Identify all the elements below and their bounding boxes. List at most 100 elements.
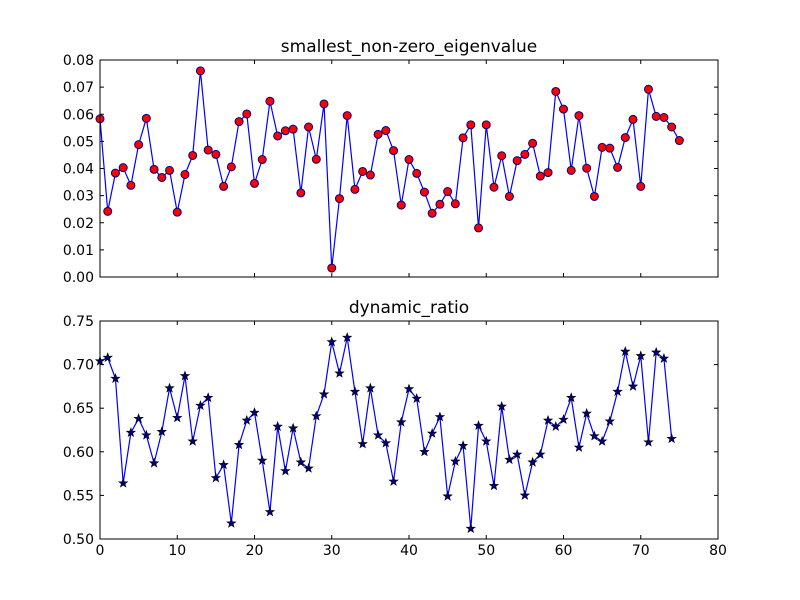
eigenvalue-y-tick-label: 0.07 [63,80,94,96]
eigenvalue-data-point [149,164,159,174]
eigenvalue-y-tick-label: 0.00 [63,270,94,286]
eigenvalue-data-point [458,133,468,143]
eigenvalue-data-point [404,155,414,165]
eigenvalue-data-point [443,187,453,197]
dynamic-ratio-x-tick-label: 80 [709,543,727,559]
eigenvalue-data-point [327,263,337,273]
dynamic-ratio-data-point [604,415,616,426]
dynamic-ratio-data-point [195,400,206,411]
dynamic-ratio-y-tick-label: 0.50 [63,532,94,548]
dynamic-ratio-data-point [179,370,191,381]
dynamic-ratio-y-tick-label: 0.65 [63,401,94,417]
dynamic-ratio-data-point [210,472,222,483]
dynamic-ratio-data-point [457,440,469,451]
eigenvalue-y-tick-label: 0.05 [63,134,94,150]
eigenvalue-data-point [110,168,120,178]
eigenvalue-data-point [450,199,460,209]
dynamic-ratio-data-point [172,412,183,423]
dynamic-ratio-data-point [496,400,507,411]
eigenvalue-data-point [304,122,314,132]
eigenvalue-data-point [427,208,437,218]
eigenvalue-series-line [99,70,680,269]
eigenvalue-data-point [582,163,592,173]
eigenvalue-data-point [165,165,175,175]
dynamic-ratio-data-point [558,414,569,424]
eigenvalue-data-point [373,129,383,139]
eigenvalue-data-point [389,146,399,156]
dynamic-ratio-data-point [481,435,492,446]
eigenvalue-data-point [481,120,491,130]
dynamic-ratio-data-point [566,392,577,403]
eigenvalue-data-point [559,104,568,114]
eigenvalue-data-point [489,182,499,192]
dynamic-ratio-y-tick-label: 0.55 [63,488,94,504]
dynamic-ratio-data-point [334,367,345,378]
dynamic-ratio-data-point [241,414,252,425]
dynamic-ratio-data-point [527,456,538,467]
eigenvalue-plot-area [95,66,684,273]
dynamic-ratio-data-point [612,386,623,397]
dynamic-ratio-data-point [326,336,337,347]
dynamic-ratio-data-point [651,346,662,357]
dynamic-ratio-data-point [295,456,307,467]
eigenvalue-data-point [643,84,653,94]
eigenvalue-data-point [628,114,638,124]
dynamic-ratio-data-point [380,437,392,448]
eigenvalue-data-point [157,172,167,182]
eigenvalue-data-point [396,200,406,210]
eigenvalue-data-point [219,181,229,191]
dynamic-ratio-x-tick-label: 30 [323,543,341,559]
eigenvalue-data-point [412,168,422,178]
eigenvalue-y-tick-label: 0.03 [63,189,94,205]
eigenvalue-y-tick-label: 0.06 [63,107,94,123]
dynamic-ratio-data-point [511,448,523,459]
dynamic-ratio-data-point [542,414,554,425]
dynamic-ratio-data-point [349,386,361,397]
eigenvalue-y-tick-label: 0.08 [63,53,94,69]
eigenvalue-data-point [134,140,144,150]
dynamic-ratio-data-point [365,382,376,393]
dynamic-ratio-data-point [504,454,515,465]
eigenvalue-data-point [288,124,298,134]
dynamic-ratio-data-point [519,489,531,500]
eigenvalue-data-point [667,122,677,132]
dynamic-ratio-x-tick-label: 70 [632,543,650,559]
eigenvalue-data-point [342,111,352,121]
eigenvalue-data-point [250,178,259,188]
dynamic-ratio-data-point [133,413,144,424]
dynamic-ratio-data-point [357,438,368,449]
dynamic-ratio-data-point [125,427,137,438]
eigenvalue-data-point [605,143,615,153]
eigenvalue-data-point [566,165,576,175]
dynamic-ratio-data-point [148,457,160,468]
eigenvalue-axes-frame [99,59,719,278]
dynamic-ratio-data-point [272,421,283,431]
dynamic-ratio-axis-ticks: 0 10 20 30 40 50 60 70 80 0.50 0.55 0.60 0.65 0.70 0.7… [63,314,727,559]
eigenvalue-y-tick-label: 0.01 [63,243,94,259]
dynamic-ratio-data-point [280,465,291,476]
eigenvalue-data-point [613,162,623,172]
dynamic-ratio-data-point [257,455,268,465]
eigenvalue-data-point [203,145,213,155]
dynamic-ratio-data-point [442,490,453,501]
eigenvalue-data-point [358,166,368,176]
dynamic-ratio-data-point [573,441,585,452]
dynamic-ratio-data-point [202,392,214,403]
dynamic-ratio-x-tick-label: 10 [168,543,186,559]
eigenvalue-data-point [435,199,445,209]
dynamic-ratio-data-point [372,429,384,440]
dynamic-ratio-data-point [388,475,399,486]
dynamic-ratio-data-point [156,426,168,437]
eigenvalue-data-point [265,96,275,106]
dynamic-ratio-data-point [102,352,113,363]
dynamic-ratio-data-point [589,430,600,441]
dynamic-ratio-y-tick-label: 0.70 [63,358,94,374]
eigenvalue-data-point [234,117,244,127]
eigenvalue-data-point [273,131,283,141]
eigenvalue-data-point [535,171,545,181]
eigenvalue-data-point [365,170,375,180]
eigenvalue-y-tick-label: 0.02 [63,216,94,232]
eigenvalue-chart-title: smallest_non-zero_eigenvalue [281,37,537,57]
